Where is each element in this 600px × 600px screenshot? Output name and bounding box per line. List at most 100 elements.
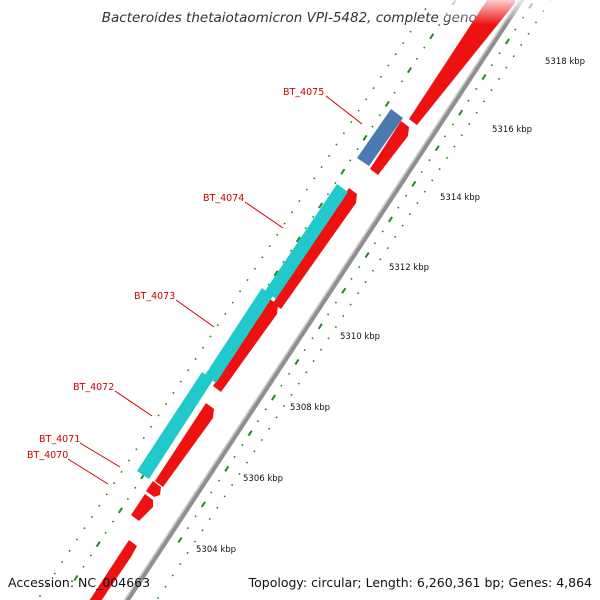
gene-label[interactable]: BT_4072 (73, 382, 114, 393)
ring-tick (231, 301, 234, 304)
ring-tick (90, 515, 93, 519)
scale-label: 5310 kbp (340, 332, 380, 342)
ring-tick (378, 114, 381, 117)
ring-tick (423, 46, 426, 49)
ring-tick (393, 91, 396, 94)
ring-tick (179, 380, 182, 383)
ring-tick (267, 283, 270, 286)
ring-tick (312, 359, 315, 363)
ring-tick (527, 32, 530, 35)
ring-tick (201, 529, 204, 532)
ring-tick (379, 258, 382, 261)
ring-tick (305, 188, 308, 191)
scale-label: 5312 kbp (389, 263, 429, 273)
ring-tick (415, 57, 419, 60)
ring-tick (280, 384, 283, 387)
ring-tick (104, 531, 107, 534)
ring-tick (134, 486, 137, 489)
ring-tick (498, 52, 501, 55)
cds-feature[interactable] (146, 481, 161, 497)
ring-tick (404, 194, 408, 197)
ring-tick (261, 256, 264, 259)
ring-tick (253, 450, 256, 453)
ring-tick (312, 215, 315, 218)
ring-tick (289, 249, 293, 252)
ring-tick (135, 448, 138, 451)
ring-tick (89, 554, 92, 557)
gene-label[interactable]: BT_4073 (134, 291, 175, 302)
ring-tick (334, 326, 337, 329)
ring-tick (373, 242, 377, 245)
cds-highlight[interactable] (265, 184, 348, 299)
ring-tick (105, 493, 108, 496)
ring-tick (438, 23, 441, 27)
ring-tick (467, 99, 470, 102)
ring-tick (186, 551, 189, 554)
ring-tick (260, 438, 263, 442)
ring-tick (294, 358, 300, 365)
ring-tick (458, 109, 464, 116)
cds-feature[interactable] (273, 188, 357, 309)
ring-tick (216, 324, 219, 327)
ring-tick (520, 43, 523, 47)
ring-tick (401, 224, 404, 227)
ring-tick (290, 211, 294, 214)
cds-feature[interactable] (213, 299, 278, 392)
ring-tick (157, 414, 160, 417)
cds-feature[interactable] (155, 403, 214, 487)
ring-tick (402, 41, 405, 45)
ring-tick (490, 64, 493, 67)
ring-tick (113, 482, 116, 485)
map-title: Bacteroides thetaiotaomicron VPI-5482, c… (101, 10, 499, 26)
ring-tick (475, 111, 478, 114)
scale-label: 5314 kbp (440, 193, 480, 203)
ring-tick (164, 403, 168, 406)
ring-tick (416, 19, 420, 22)
ring-tick (209, 335, 212, 338)
ring-tick (126, 497, 129, 501)
rna-gene[interactable] (357, 109, 403, 166)
ring-tick (349, 159, 352, 162)
cds-feature[interactable] (89, 540, 137, 600)
cds-feature[interactable] (409, 0, 515, 125)
ring-tick (364, 98, 368, 101)
scale-label: 5308 kbp (290, 403, 330, 413)
outer-dotted-ring (38, 8, 427, 598)
ring-tick (443, 135, 447, 138)
ring-tick (475, 87, 478, 91)
ring-tick (420, 170, 423, 174)
ring-tick (318, 202, 324, 209)
ring-tick (341, 287, 347, 294)
ring-tick (460, 134, 463, 137)
ring-tick (303, 348, 306, 352)
gene-label[interactable]: BT_4074 (203, 193, 244, 204)
ring-tick (256, 420, 260, 423)
ring-tick (371, 125, 374, 128)
ring-tick (357, 292, 360, 295)
ring-tick (98, 504, 101, 507)
ring-tick (394, 53, 397, 56)
gene-label[interactable]: BT_4071 (39, 434, 80, 445)
ring-tick (275, 416, 278, 419)
ring-tick (194, 515, 197, 518)
cds-highlight[interactable] (137, 372, 213, 479)
cds-highlight[interactable] (205, 288, 273, 383)
gene-label[interactable]: BT_4075 (283, 87, 324, 98)
ring-tick (407, 67, 413, 74)
ring-tick (282, 260, 285, 264)
cds-feature[interactable] (131, 494, 153, 521)
ring-tick (210, 491, 213, 494)
ring-tick (409, 30, 412, 33)
ring-tick (362, 134, 368, 141)
gene-label[interactable]: BT_4070 (27, 450, 68, 461)
ring-tick (246, 278, 249, 282)
ring-tick (276, 233, 279, 236)
ring-tick (61, 561, 64, 564)
ring-tick (264, 408, 267, 411)
ring-tick (317, 323, 323, 330)
cds-feature[interactable] (370, 121, 409, 175)
ring-tick (326, 193, 330, 196)
ring-tick (387, 64, 390, 67)
ring-tick (372, 87, 375, 90)
